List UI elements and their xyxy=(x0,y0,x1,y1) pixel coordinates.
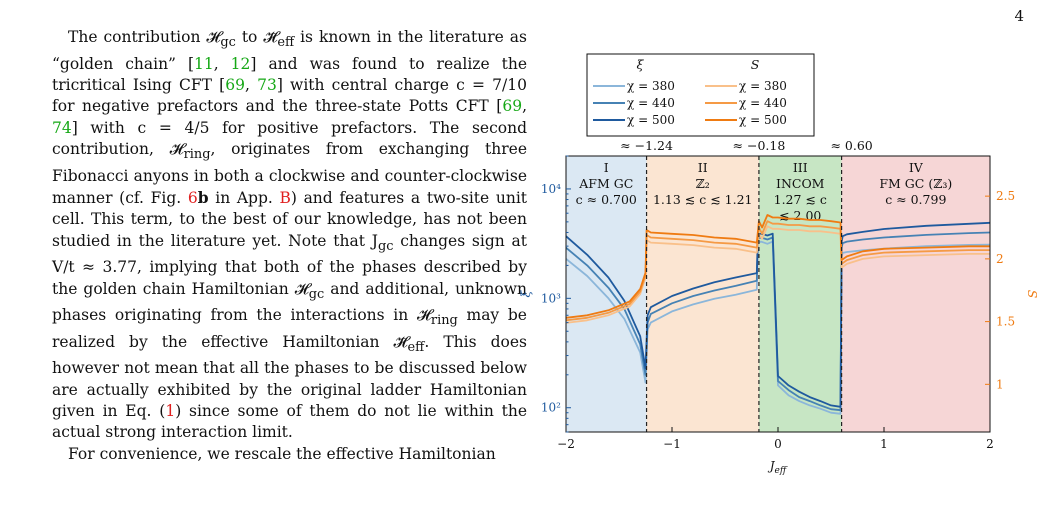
phase-numeral: III xyxy=(793,160,808,175)
x-tick-label: 0 xyxy=(774,437,782,451)
s-series-500 xyxy=(565,214,990,319)
legend-entry-xi: χ = 440 xyxy=(627,96,675,110)
legend-entry-s: χ = 500 xyxy=(739,113,787,127)
phase-central-charge: c ≈ 0.700 xyxy=(576,192,637,207)
phase-central-charge: c ≈ 0.799 xyxy=(885,192,946,207)
text-run: in App. xyxy=(208,189,280,208)
right-tick-label: 1.5 xyxy=(996,315,1015,329)
phase-boundary-label: ≈ 0.60 xyxy=(830,138,872,153)
legend-box xyxy=(586,53,815,137)
text-run: gc xyxy=(308,286,325,302)
text-run: ] with c = 4/5 for positive prefactors. … xyxy=(52,118,527,159)
x-axis-label: Jeff xyxy=(767,459,788,476)
citation-link[interactable]: 74 xyxy=(52,118,72,137)
page-number: 4 xyxy=(1014,7,1024,25)
phase-region-1 xyxy=(566,156,647,432)
x-tick-label: −2 xyxy=(557,437,575,451)
left-axis-label: ξ xyxy=(518,289,533,297)
legend-entry-s: χ = 440 xyxy=(739,96,787,110)
citation-link[interactable]: 69 xyxy=(502,97,523,116)
xi-series-500 xyxy=(565,221,991,408)
text-run: , originates from exchanging three Fibon… xyxy=(52,140,527,208)
legend-header-xi: ξ xyxy=(637,57,645,72)
right-tick-label: 2 xyxy=(996,252,1004,266)
phase-name: FM GC (ℤ₃) xyxy=(879,176,952,191)
legend-entry-xi: χ = 500 xyxy=(627,113,675,127)
body-text-column: The contribution 𝓗gc to 𝓗̃eff is known i… xyxy=(52,27,527,465)
text-run: The contribution 𝓗 xyxy=(68,28,221,46)
text-run: ) and features a two-site unit cell. Thi… xyxy=(52,189,528,250)
text-run: changes sign at V/t ≈ 3.77, implying tha… xyxy=(52,231,527,298)
legend-header-s: S xyxy=(751,57,760,72)
text-run: . This does however not mean that all th… xyxy=(52,332,527,421)
text-run: ] with central charge c = 7/10 for negat… xyxy=(52,75,527,116)
right-tick-label: 1 xyxy=(996,377,1004,391)
right-tick-label: 2.5 xyxy=(996,189,1015,203)
reference-link[interactable]: 6 xyxy=(187,189,198,208)
left-tick-label: 10⁴ xyxy=(541,182,561,196)
phase-numeral: II xyxy=(698,160,708,175)
phase-boundary-label: ≈ −1.24 xyxy=(620,138,673,153)
x-tick-label: 2 xyxy=(986,437,994,451)
text-run: eff xyxy=(277,35,295,51)
text-run: and additional, unknown phases originati… xyxy=(52,279,527,325)
text-run: ) since some of them do not lie within t… xyxy=(52,402,528,442)
left-tick-label: 10³ xyxy=(541,291,561,305)
phase-boundary-label: ≈ −0.18 xyxy=(733,138,786,153)
text-run: may be realized by the effective Hamilto… xyxy=(52,306,527,351)
citation-link[interactable]: 69 xyxy=(225,75,245,94)
legend-entry-xi: χ = 380 xyxy=(627,79,675,93)
legend-entry-s: χ = 380 xyxy=(739,79,787,93)
right-axis-label: S xyxy=(1025,290,1038,299)
reference-link[interactable]: 1 xyxy=(165,402,176,421)
phase-name: AFM GC xyxy=(578,176,633,191)
text-run: ring xyxy=(430,313,458,329)
text-run: to 𝓗̃ xyxy=(235,28,278,46)
phase-region-4 xyxy=(841,156,990,432)
phase-region-3 xyxy=(758,156,842,432)
phase-central-charge: 1.27 ≲ c xyxy=(774,192,827,207)
text-run: , xyxy=(522,97,527,116)
citation-link[interactable]: 12 xyxy=(230,54,251,73)
text-run: ] and was found to realize the tricritic… xyxy=(52,54,527,94)
text-run: , xyxy=(213,54,231,73)
phase-numeral: IV xyxy=(909,160,924,175)
text-run: eff xyxy=(407,339,425,355)
paragraph: For convenience, we rescale the effectiv… xyxy=(52,444,527,465)
x-tick-label: −1 xyxy=(663,437,681,451)
x-tick-label: 1 xyxy=(880,437,888,451)
text-run: gc xyxy=(220,35,236,51)
citation-link[interactable]: 11 xyxy=(194,54,214,73)
text-run: , xyxy=(244,75,258,94)
citation-link[interactable]: 73 xyxy=(257,75,277,94)
phase-numeral: I xyxy=(604,160,609,175)
left-tick-label: 10² xyxy=(541,401,561,415)
text-run: b xyxy=(197,188,209,208)
text-run: is known in the literature as “golden ch… xyxy=(52,28,527,73)
paragraph: The contribution 𝓗gc to 𝓗̃eff is known i… xyxy=(52,27,527,444)
phase-central-charge: 1.13 ≲ c ≲ 1.21 xyxy=(653,192,753,207)
text-run: gc xyxy=(377,238,394,254)
text-run: ring xyxy=(183,147,211,163)
phase-name: ℤ₂ xyxy=(696,176,710,191)
text-run: For convenience, we rescale the effectiv… xyxy=(68,444,496,463)
phase-name: INCOM xyxy=(776,176,825,191)
reference-link[interactable]: B xyxy=(279,189,291,208)
